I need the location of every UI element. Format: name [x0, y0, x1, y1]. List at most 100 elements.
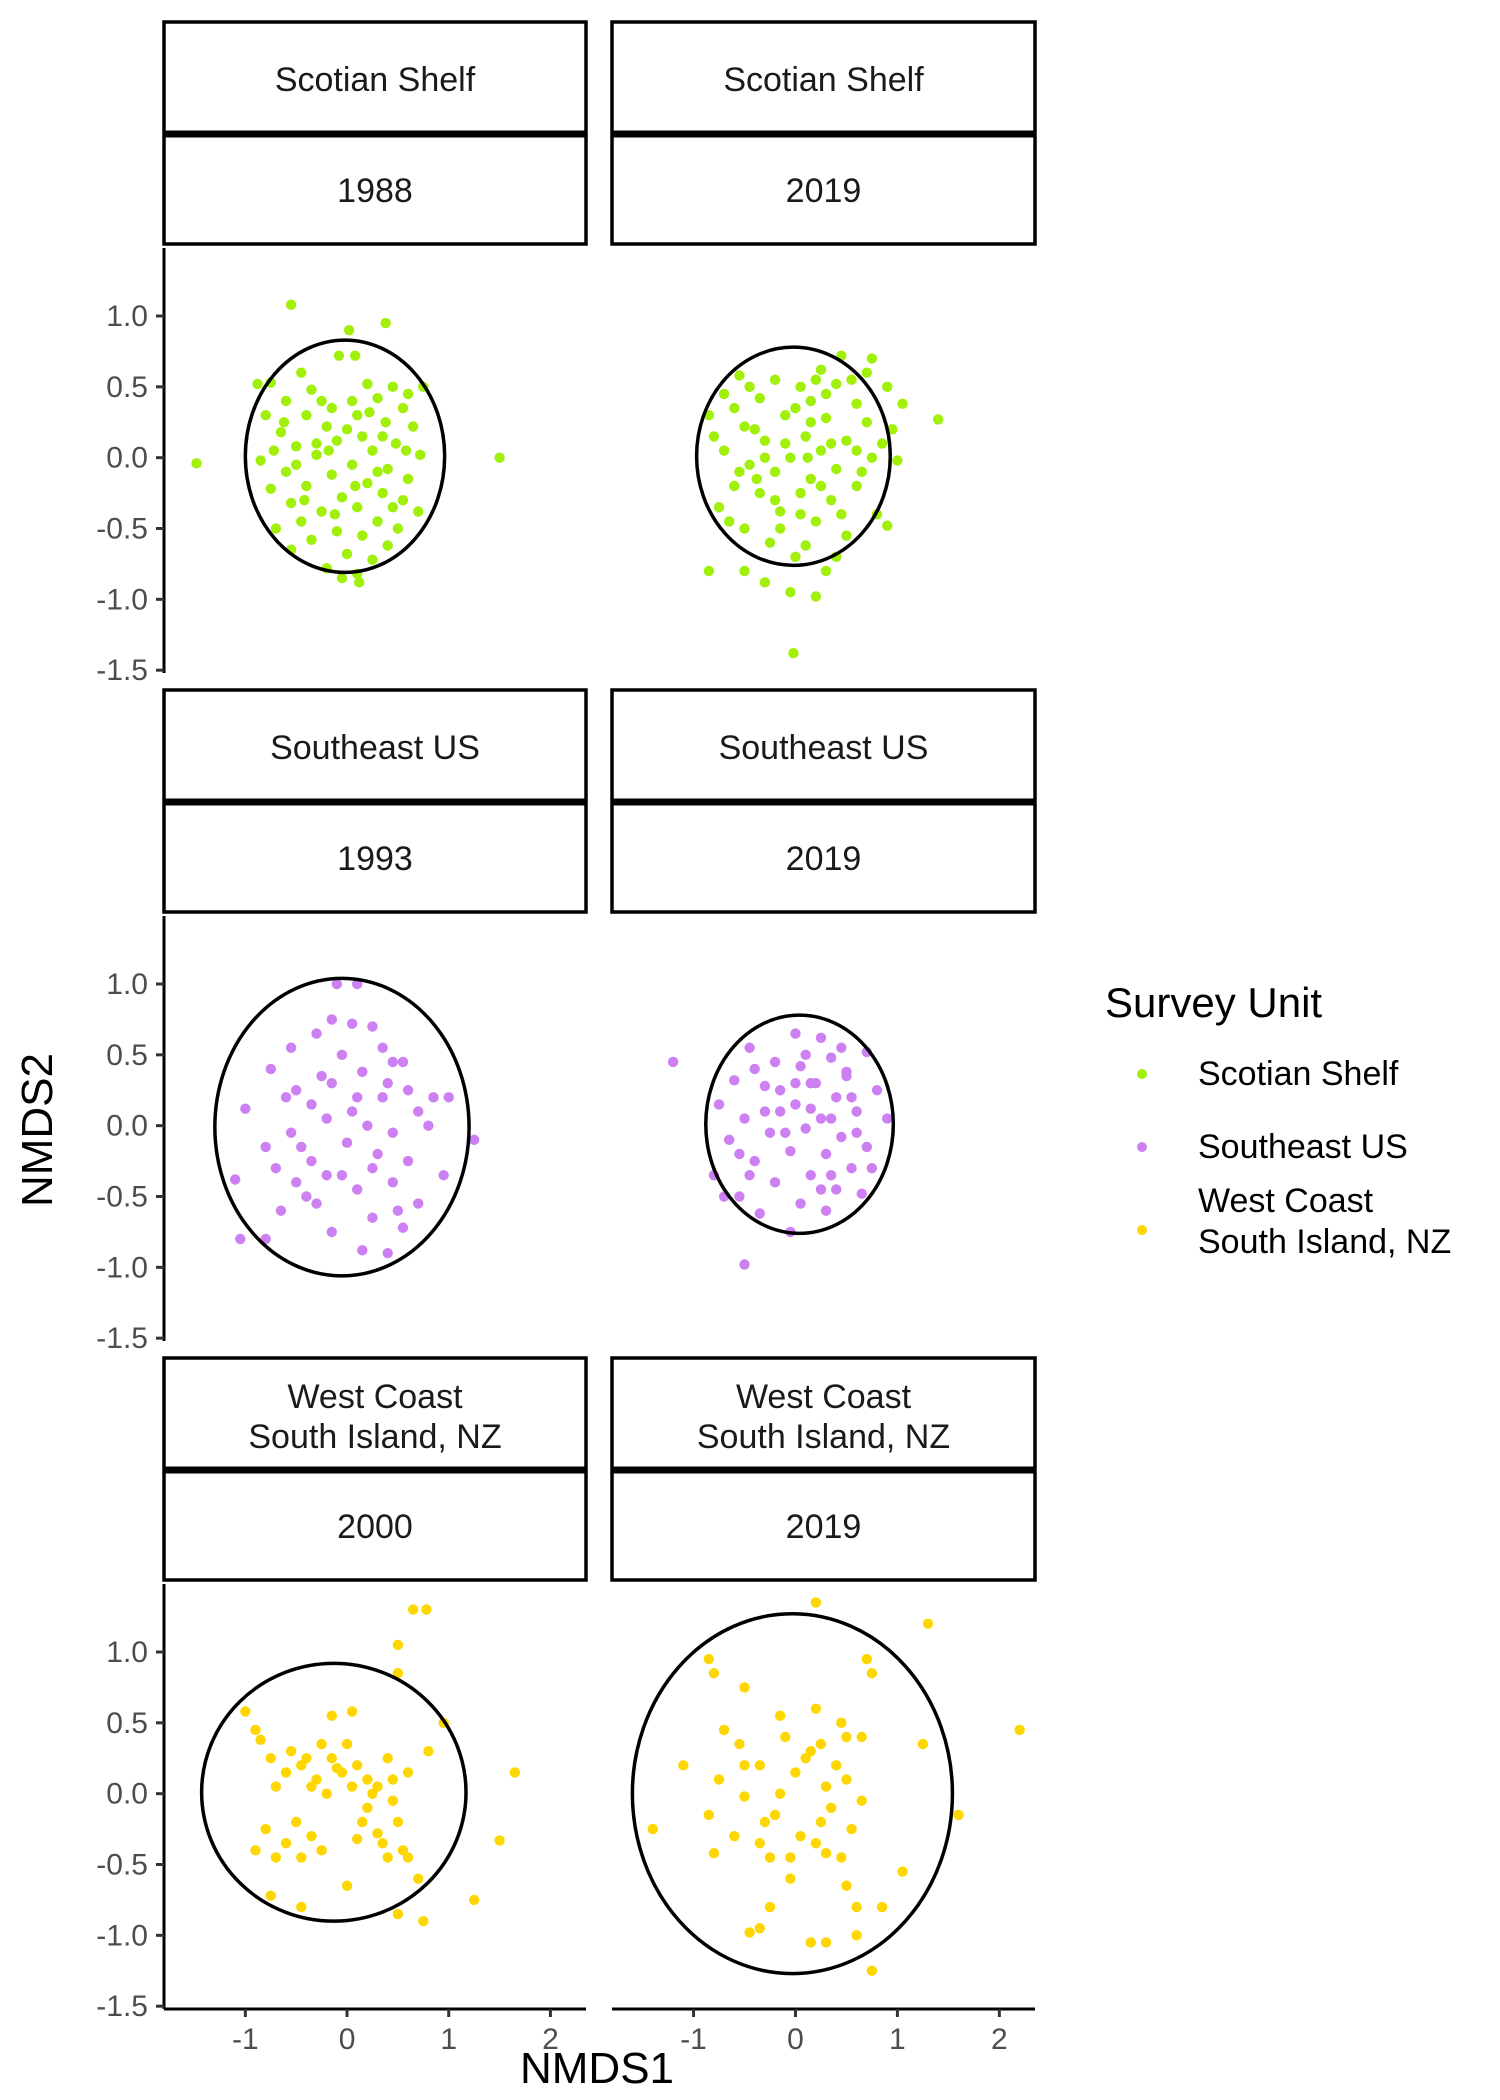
data-point [759, 452, 771, 463]
data-point [780, 438, 791, 449]
data-point [810, 1077, 822, 1089]
data-point [734, 1148, 745, 1160]
facet-panels: Scotian Shelf19881.00.50.0-0.5-1.0-1.5Sc… [96, 20, 1037, 2056]
data-point [887, 424, 898, 435]
data-point [346, 1018, 358, 1029]
data-point [341, 1738, 353, 1750]
data-point [820, 388, 832, 400]
data-point [352, 1833, 363, 1845]
data-point [423, 1120, 434, 1131]
data-point [352, 502, 363, 513]
data-point [851, 398, 862, 410]
data-point [296, 1852, 307, 1863]
data-point [301, 1753, 312, 1764]
strip-label-top: West Coast [736, 1378, 912, 1416]
data-point [285, 1042, 297, 1053]
data-point [815, 1184, 827, 1195]
data-point [357, 530, 368, 541]
data-point [800, 1753, 811, 1764]
legend-key [1137, 1142, 1147, 1152]
data-point [311, 438, 322, 449]
data-point [270, 1852, 282, 1863]
data-point [764, 1127, 776, 1138]
y-tick-label: -1.5 [96, 1990, 148, 2023]
data-point [795, 1060, 806, 1072]
data-point [252, 378, 263, 390]
data-point [846, 1162, 857, 1174]
legend-key [1137, 1225, 1147, 1235]
data-point [795, 1830, 806, 1842]
data-point [667, 1056, 679, 1068]
data-point [774, 1788, 786, 1799]
data-point [306, 1830, 317, 1842]
data-point [749, 1155, 760, 1167]
y-tick-label: 0.0 [106, 1778, 148, 1811]
data-point [382, 1077, 393, 1089]
data-point [815, 445, 827, 456]
data-point [326, 1014, 337, 1025]
data-point [316, 395, 327, 407]
y-axis-title: NMDS2 [13, 1053, 62, 1207]
data-point [413, 1198, 424, 1209]
strip-label-top: South Island, NZ [697, 1418, 950, 1456]
data-point [443, 1092, 454, 1103]
data-point [744, 1170, 755, 1181]
data-point [841, 1774, 852, 1785]
data-point [326, 1077, 337, 1089]
data-point [759, 577, 771, 588]
data-point [260, 1141, 271, 1153]
data-point [336, 1767, 348, 1778]
y-tick-label: -1.0 [96, 1251, 148, 1284]
data-point [290, 1085, 302, 1096]
data-point [774, 506, 786, 517]
data-point [407, 1604, 419, 1615]
data-point [831, 1760, 842, 1771]
data-point [333, 350, 345, 361]
data-point [856, 1731, 867, 1743]
data-point [820, 412, 832, 424]
x-tick-label: 2 [542, 2023, 559, 2056]
data-point [805, 1103, 816, 1114]
data-point [749, 424, 760, 435]
data-point [861, 367, 873, 378]
data-point [265, 1063, 276, 1075]
data-point [739, 1791, 750, 1802]
data-point [774, 523, 786, 534]
data-point [790, 551, 801, 563]
data-point [856, 1188, 867, 1199]
data-point [744, 1042, 755, 1053]
data-point [836, 509, 847, 520]
data-point [734, 1191, 745, 1202]
legend: Survey Unit Scotian Shelf Southeast US Wes… [1105, 979, 1451, 1261]
data-point [270, 1162, 282, 1174]
y-tick-label: 1.0 [106, 968, 148, 1001]
data-point [825, 1052, 837, 1063]
data-point [739, 1113, 750, 1124]
data-point [260, 409, 271, 421]
data-point [372, 392, 383, 404]
data-point [785, 1873, 796, 1884]
data-point [820, 1781, 832, 1792]
data-point [336, 572, 348, 584]
data-point [380, 417, 391, 428]
confidence-ellipse [630, 1612, 955, 1976]
confidence-ellipse [199, 1661, 468, 1923]
data-point [331, 526, 343, 537]
data-point [820, 1937, 832, 1948]
data-point [831, 378, 842, 390]
data-point [866, 1162, 878, 1174]
data-point [744, 1927, 755, 1938]
data-point [354, 577, 365, 588]
data-point [390, 438, 402, 449]
data-point [392, 1816, 404, 1828]
data-point [296, 1901, 307, 1913]
data-point [270, 523, 282, 534]
data-point [402, 1767, 414, 1778]
data-point [729, 480, 740, 492]
data-point [407, 421, 419, 432]
strip-label-bottom: 2019 [786, 840, 862, 878]
data-point [362, 1802, 373, 1814]
data-point [255, 1734, 266, 1746]
data-point [708, 431, 720, 442]
